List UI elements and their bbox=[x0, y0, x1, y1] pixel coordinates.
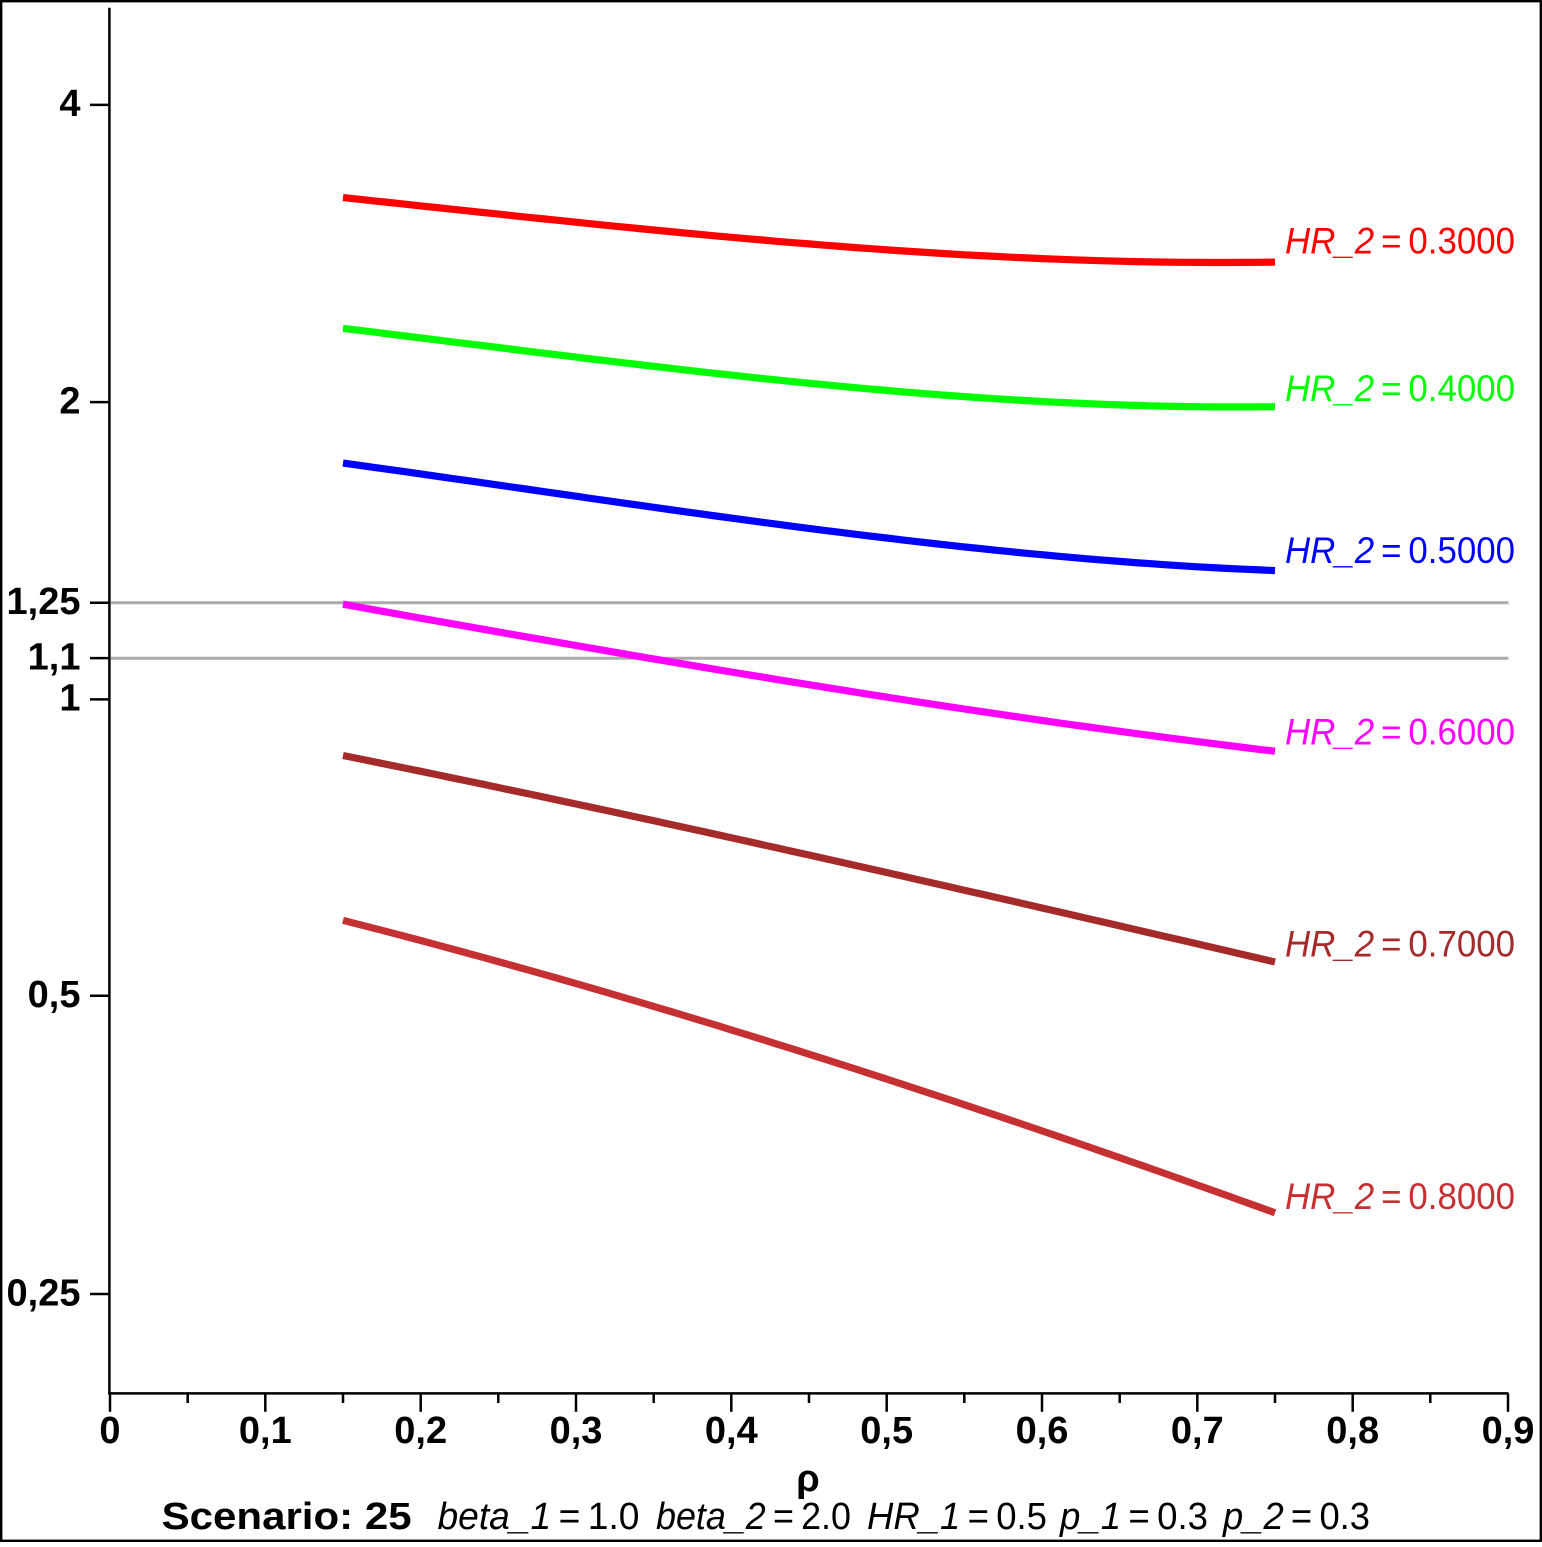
svg-text:p_2 = 0.3: p_2 = 0.3 bbox=[1222, 1496, 1370, 1538]
svg-text:p_1 = 0.3: p_1 = 0.3 bbox=[1059, 1496, 1208, 1538]
svg-text:2: 2 bbox=[59, 380, 80, 422]
svg-text:ρ: ρ bbox=[796, 1458, 820, 1500]
svg-text:HR_2 = 0.6000: HR_2 = 0.6000 bbox=[1285, 712, 1515, 753]
svg-text:1,1: 1,1 bbox=[28, 636, 81, 678]
svg-text:0: 0 bbox=[99, 1410, 120, 1452]
svg-text:0,2: 0,2 bbox=[394, 1410, 447, 1452]
svg-text:0,1: 0,1 bbox=[239, 1410, 292, 1452]
svg-text:HR_2 = 0.3000: HR_2 = 0.3000 bbox=[1285, 221, 1515, 262]
svg-text:Scenario: 25: Scenario: 25 bbox=[162, 1496, 412, 1538]
svg-text:0,25: 0,25 bbox=[7, 1272, 81, 1314]
svg-text:HR_2 = 0.4000: HR_2 = 0.4000 bbox=[1285, 368, 1515, 409]
svg-text:0,8: 0,8 bbox=[1326, 1410, 1379, 1452]
svg-text:HR_2 = 0.8000: HR_2 = 0.8000 bbox=[1285, 1176, 1515, 1217]
svg-text:0,5: 0,5 bbox=[860, 1410, 913, 1452]
svg-text:HR_1 = 0.5: HR_1 = 0.5 bbox=[867, 1496, 1047, 1538]
svg-text:0,3: 0,3 bbox=[550, 1410, 603, 1452]
svg-text:0,9: 0,9 bbox=[1482, 1410, 1535, 1452]
svg-text:1: 1 bbox=[59, 678, 80, 720]
svg-text:HR_2 = 0.5000: HR_2 = 0.5000 bbox=[1285, 530, 1515, 571]
svg-text:beta_1 = 1.0: beta_1 = 1.0 bbox=[438, 1496, 640, 1538]
svg-text:0,6: 0,6 bbox=[1016, 1410, 1069, 1452]
svg-text:1,25: 1,25 bbox=[7, 581, 81, 623]
svg-text:0,4: 0,4 bbox=[705, 1410, 758, 1452]
svg-text:0,7: 0,7 bbox=[1171, 1410, 1224, 1452]
svg-text:0,5: 0,5 bbox=[28, 974, 81, 1016]
svg-text:HR_2 = 0.7000: HR_2 = 0.7000 bbox=[1285, 923, 1515, 964]
svg-text:beta_2 = 2.0: beta_2 = 2.0 bbox=[656, 1496, 851, 1538]
svg-text:4: 4 bbox=[59, 83, 80, 125]
